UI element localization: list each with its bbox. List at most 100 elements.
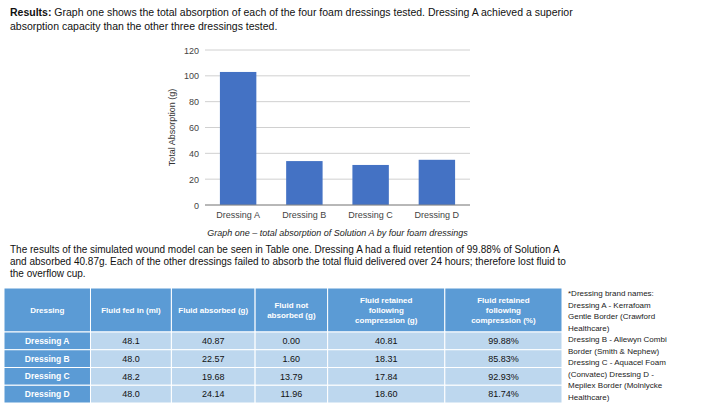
- text-line: 18.31: [375, 354, 398, 364]
- text-line: Graph one shows the total absorption of …: [51, 6, 573, 18]
- grid-line: [205, 205, 470, 206]
- text-line: the overflow cup.: [10, 268, 86, 279]
- bar: [419, 160, 455, 205]
- text-line: Dressing C - Aquacel Foam: [568, 358, 666, 367]
- table-cell: [4, 385, 90, 403]
- text-line: 17.84: [375, 372, 398, 382]
- text-line: compression (%): [471, 316, 536, 325]
- table-cell: [90, 332, 171, 350]
- text-line: Fluid retained: [477, 296, 530, 305]
- text-line: Dressing B - Allewyn Combi: [568, 335, 667, 344]
- text-line: Mepilex Border (Molnlycke: [568, 381, 663, 390]
- table-header-text: Fluid retainedfollowingcompression (%): [471, 296, 536, 325]
- text-line: 48.2: [122, 372, 140, 382]
- text-line: following: [486, 306, 521, 315]
- y-tick-label: 100: [184, 71, 199, 81]
- text-line: absorption capacity than the other three…: [10, 20, 277, 32]
- table-cell-text: 22.57: [202, 354, 225, 364]
- text-line: Healthcare): [568, 393, 610, 402]
- table-cell-text: 48.0: [122, 354, 140, 364]
- table-cell-text: 48.2: [122, 372, 140, 382]
- table-header-cell: [4, 288, 90, 332]
- table-header-text: Fluid absorbed (g): [178, 306, 248, 315]
- table-header-text: Dressing: [30, 306, 64, 315]
- table-cell: [445, 350, 562, 368]
- table-header-cell: [90, 288, 171, 332]
- text-line: 24.14: [202, 389, 225, 399]
- table-cell-text: 24.14: [202, 389, 225, 399]
- table-header-cell: [328, 288, 445, 332]
- table-cell: [445, 368, 562, 386]
- text-line: and absorbed 40.87g. Each of the other d…: [10, 256, 566, 267]
- table-row-label: Dressing D: [25, 389, 70, 399]
- table-cell-text: 81.74%: [488, 389, 519, 399]
- x-tick-label: Dressing A: [216, 210, 260, 220]
- table-cell-text: 40.81: [375, 336, 398, 346]
- table-cell: [445, 332, 562, 350]
- text-line: Border (Smith & Nephew): [568, 347, 659, 356]
- table-cell: [255, 368, 328, 386]
- text-line: *Dressing brand names:: [568, 289, 654, 298]
- table-header-text: Fluid notabsorbed (g): [267, 301, 316, 320]
- grid-line: [205, 50, 470, 51]
- text-line: absorbed (g): [267, 311, 316, 320]
- table-cell: [171, 368, 255, 386]
- x-tick-label: Dressing C: [348, 210, 393, 220]
- table-cell-text: 48.0: [122, 389, 140, 399]
- table-cell-text: 92.93%: [488, 372, 519, 382]
- text-line: 19.68: [202, 372, 225, 382]
- table-cell-text: 18.60: [375, 389, 398, 399]
- table-cell: [4, 350, 90, 368]
- text-line: 85.83%: [488, 354, 519, 364]
- table-cell: [255, 385, 328, 403]
- text-line: 48.1: [122, 336, 140, 346]
- bar: [286, 161, 322, 205]
- table-cell-text: 40.87: [202, 336, 225, 346]
- text-line: 48.0: [122, 354, 140, 364]
- y-tick-label: 0: [194, 201, 199, 211]
- text-line: Gentle Border (Crawford: [568, 312, 655, 321]
- text-line: Fluid not: [274, 301, 308, 310]
- table-cell: [445, 385, 562, 403]
- table-cell: [171, 350, 255, 368]
- table-cell: [255, 350, 328, 368]
- table-header-cell: [171, 288, 255, 332]
- table-cell: [171, 332, 255, 350]
- bars: [220, 72, 455, 205]
- table-header-cell: [445, 288, 562, 332]
- text-line: 92.93%: [488, 372, 519, 382]
- text-line: Dressing: [30, 306, 64, 315]
- text-line: 81.74%: [488, 389, 519, 399]
- bar: [352, 165, 388, 205]
- y-tick-label: 120: [184, 46, 199, 56]
- text-line: Dressing A: [25, 336, 70, 346]
- table-row-label: Dressing A: [25, 336, 70, 346]
- text-line: Dressing B: [25, 354, 70, 364]
- table-cell: [328, 350, 445, 368]
- text-line: 18.60: [375, 389, 398, 399]
- table-cell: [90, 368, 171, 386]
- table-cell-text: 18.31: [375, 354, 398, 364]
- text-line: The results of the simulated wound model…: [10, 244, 560, 255]
- text-line: 48.0: [122, 389, 140, 399]
- heading-text: Graph one shows the total absorption of …: [10, 6, 573, 32]
- table-header-text: Fluid fed in (ml): [101, 306, 161, 315]
- text-line: 1.60: [283, 354, 301, 364]
- table-row-label: Dressing B: [25, 354, 70, 364]
- chart-caption: Graph one – total absorption of Solution…: [207, 228, 468, 238]
- bar: [220, 72, 256, 205]
- table-cell: [4, 368, 90, 386]
- table-cell: [328, 385, 445, 403]
- table-cell: [90, 350, 171, 368]
- body-text: The results of the simulated wound model…: [10, 244, 566, 279]
- text-line: Fluid retained: [360, 296, 413, 305]
- table-cell-text: 11.96: [280, 389, 302, 399]
- table-cell-text: 19.68: [202, 372, 225, 382]
- text-line: (Convatec) Dressing D -: [568, 370, 654, 379]
- heading-bold: Results:: [10, 6, 51, 18]
- grid: [205, 50, 470, 205]
- table: [4, 288, 562, 403]
- y-tick-label: 40: [189, 149, 199, 159]
- x-axis-line: [205, 205, 470, 206]
- text-line: Fluid absorbed (g): [178, 306, 248, 315]
